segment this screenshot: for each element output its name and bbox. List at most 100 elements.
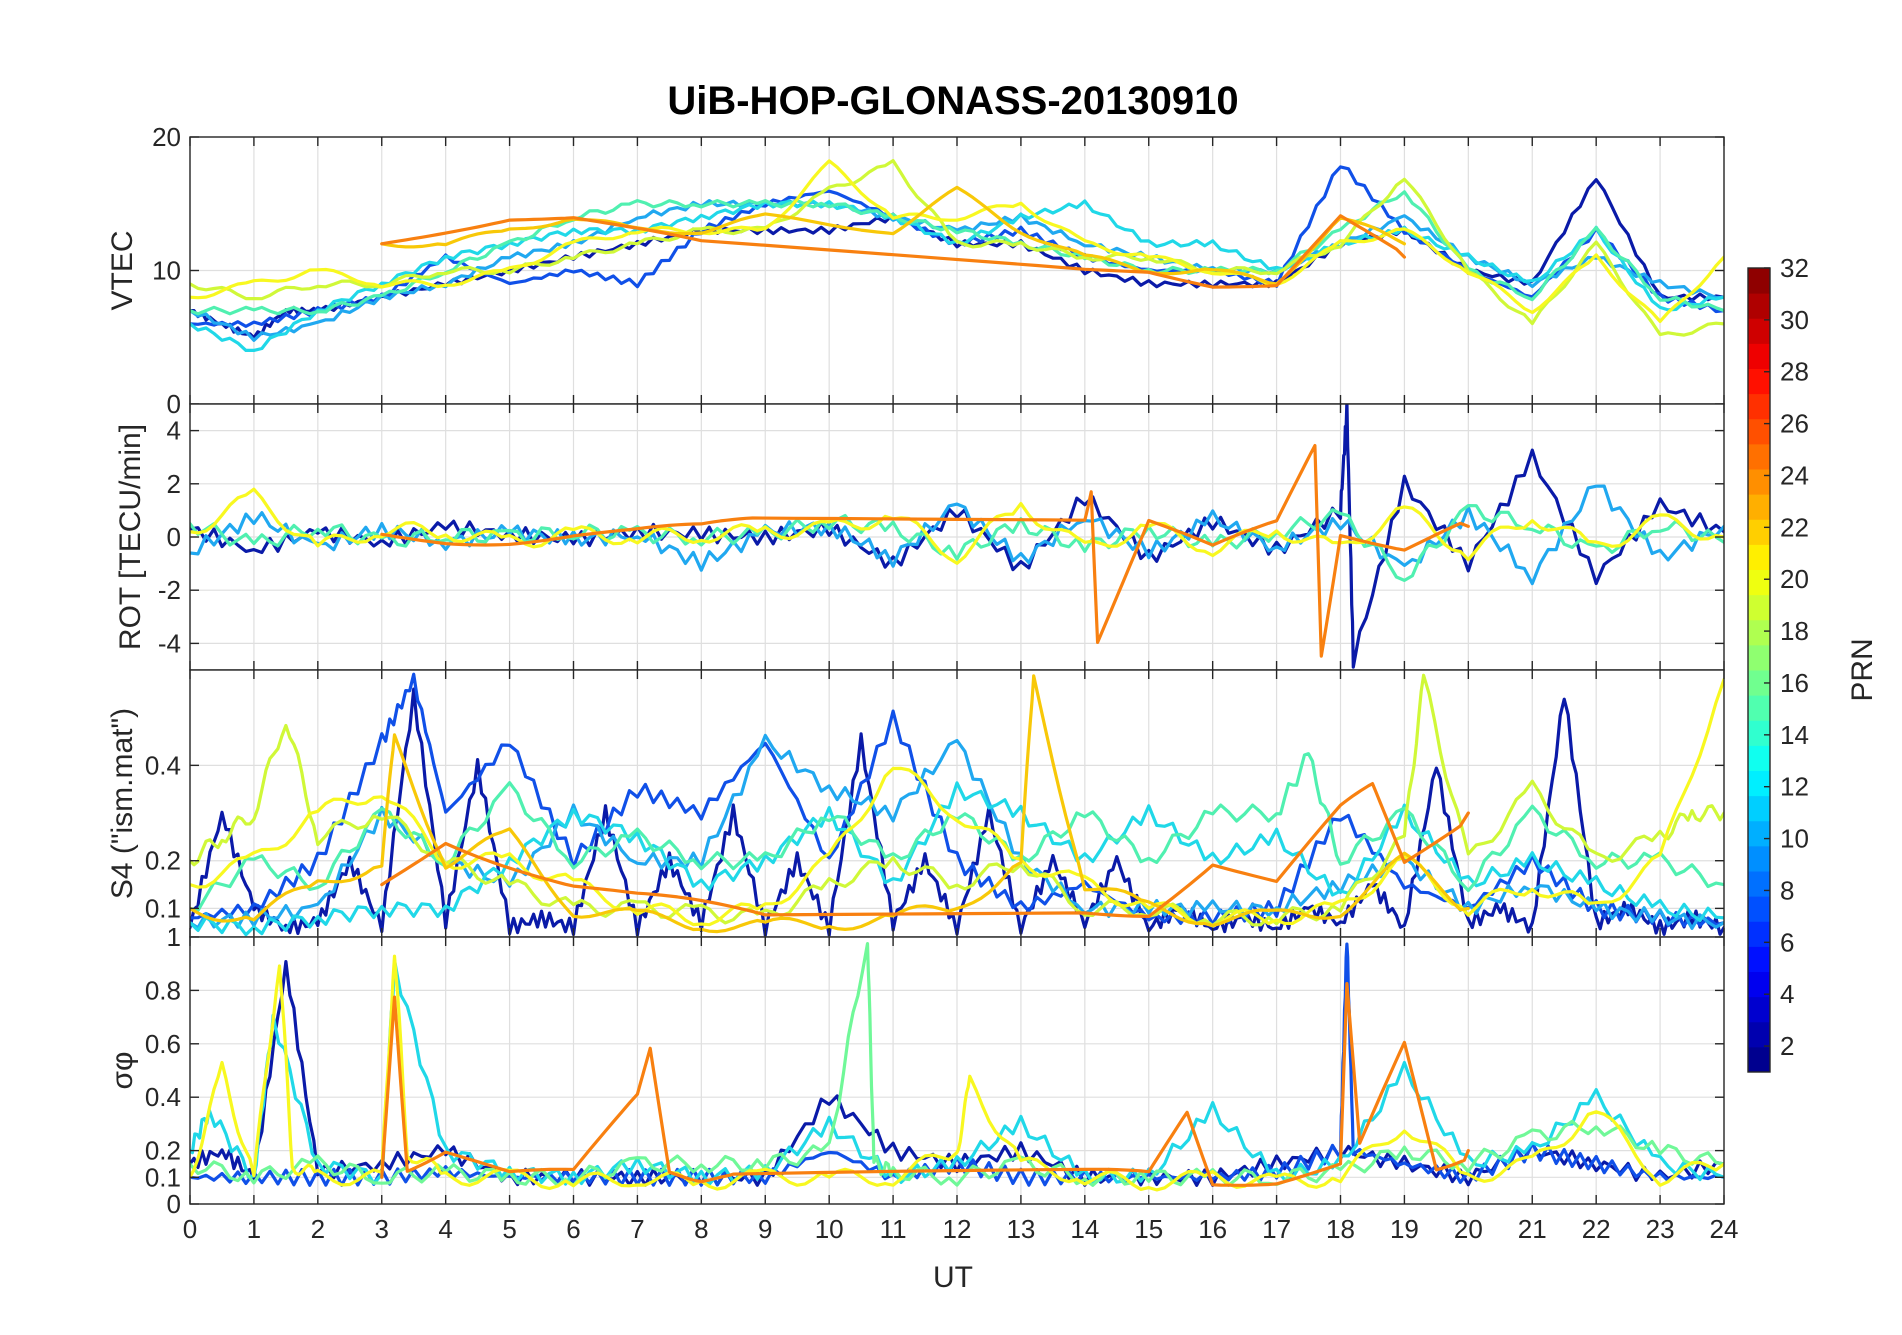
- x-tick-label: 10: [815, 1214, 844, 1244]
- x-tick-label: 18: [1326, 1214, 1355, 1244]
- x-tick-label: 2: [311, 1214, 325, 1244]
- x-tick-label: 15: [1134, 1214, 1163, 1244]
- x-tick-label: 19: [1390, 1214, 1419, 1244]
- series-s4-prn-15: [190, 752, 1724, 913]
- series-group-sigma-phi: [190, 941, 1724, 1192]
- colorbar-segment: [1748, 418, 1770, 445]
- x-tick-label: 17: [1262, 1214, 1291, 1244]
- x-tick-label: 7: [630, 1214, 644, 1244]
- y-tick-label: -2: [158, 575, 181, 605]
- y-tick-label: 0.6: [145, 1029, 181, 1059]
- colorbar-segment: [1748, 871, 1770, 897]
- colorbar-tick-label: 32: [1780, 253, 1809, 283]
- series-s4-prn-12: [190, 781, 1724, 937]
- y-axis-label-vtec: VTEC: [106, 230, 139, 310]
- colorbar-segment: [1748, 594, 1770, 621]
- colorbar-segment: [1748, 770, 1770, 797]
- x-tick-label: 11: [880, 1214, 907, 1244]
- x-tick-label: 6: [566, 1214, 580, 1244]
- x-tick-label: 1: [247, 1214, 261, 1244]
- y-axis-label-rot: ROT [TECU/min]: [114, 424, 147, 650]
- series-sigma-phi-prn-2: [190, 959, 1724, 1187]
- x-tick-label: 12: [943, 1214, 972, 1244]
- series-vtec-prn-24: [380, 214, 1407, 289]
- colorbar-segment: [1748, 971, 1770, 998]
- y-tick-label: 0.2: [145, 846, 181, 876]
- x-tick-label: 9: [758, 1214, 772, 1244]
- colorbar-tick-label: 8: [1780, 875, 1794, 905]
- colorbar-label: PRN: [1846, 638, 1879, 701]
- colorbar-tick-label: 28: [1780, 357, 1809, 387]
- x-tick-label: 21: [1518, 1214, 1547, 1244]
- colorbar-tick-label: 12: [1780, 772, 1809, 802]
- y-tick-label: 0.8: [145, 975, 181, 1005]
- colorbar-segment: [1748, 921, 1770, 947]
- colorbar-tick-label: 2: [1780, 1031, 1794, 1061]
- series-s4-prn-22: [190, 674, 1470, 934]
- colorbar-segment: [1748, 1046, 1770, 1073]
- series-vtec-prn-22: [380, 185, 1407, 286]
- x-tick-label: 20: [1454, 1214, 1483, 1244]
- y-tick-label: 0.1: [145, 1162, 181, 1192]
- x-tick-label: 14: [1070, 1214, 1099, 1244]
- colorbar-segment: [1748, 268, 1770, 294]
- colorbar-tick-label: 14: [1780, 720, 1809, 750]
- colorbar-segment: [1748, 946, 1770, 972]
- x-tick-label: 8: [694, 1214, 708, 1244]
- colorbar-tick-label: 24: [1780, 460, 1809, 490]
- y-tick-label: 2: [167, 469, 181, 499]
- colorbar-segment: [1748, 845, 1770, 872]
- series-group-rot: [190, 404, 1724, 669]
- x-tick-label: 3: [375, 1214, 389, 1244]
- colorbar-tick-label: 16: [1780, 668, 1809, 698]
- colorbar-segment: [1748, 996, 1770, 1023]
- colorbar-segment: [1748, 443, 1770, 470]
- colorbar-tick-label: 4: [1780, 979, 1794, 1009]
- series-sigma-phi-prn-16: [190, 941, 1724, 1187]
- colorbar-segment: [1748, 368, 1770, 395]
- colorbar-tick-label: 26: [1780, 409, 1809, 439]
- x-tick-label: 4: [438, 1214, 452, 1244]
- y-tick-label: 0: [167, 389, 181, 419]
- x-axis-label: UT: [933, 1261, 973, 1294]
- series-rot-prn-15: [190, 504, 1724, 583]
- colorbar-segment: [1748, 619, 1770, 646]
- x-tick-label: 0: [183, 1214, 197, 1244]
- series-sigma-phi-prn-24: [380, 981, 1470, 1187]
- chart-title: UiB-HOP-GLONASS-20130910: [667, 79, 1238, 123]
- series-rot-prn-24: [380, 444, 1470, 658]
- x-tick-label: 24: [1710, 1214, 1739, 1244]
- y-tick-label: 0: [167, 522, 181, 552]
- series-sigma-phi-prn-12: [190, 958, 1724, 1186]
- colorbar-tick-label: 22: [1780, 512, 1809, 542]
- colorbar-segment: [1748, 795, 1770, 822]
- x-tick-label: 5: [502, 1214, 516, 1244]
- colorbar-segment: [1748, 820, 1770, 847]
- y-tick-label: 0: [167, 1189, 181, 1219]
- colorbar-segment: [1748, 1021, 1770, 1048]
- x-tick-label: 22: [1582, 1214, 1611, 1244]
- colorbar-tick-label: 18: [1780, 616, 1809, 646]
- series-sigma-phi-prn-20: [190, 954, 1724, 1192]
- panel-sigma-phi: 00.10.2 0.4 0.6 0.8 1 σφ: [106, 922, 1725, 1219]
- series-group-vtec: [190, 159, 1724, 352]
- colorbar-segment: [1748, 469, 1770, 495]
- colorbar-tick-label: 20: [1780, 564, 1809, 594]
- y-axis-label-s4: S4 ("ism.mat"): [106, 708, 139, 899]
- y-axis-label-sigma-phi: σφ: [106, 1052, 139, 1090]
- y-tick-label: 4: [167, 416, 181, 446]
- y-tick-label: 0.4: [145, 1082, 181, 1112]
- colorbar-segment: [1748, 519, 1770, 545]
- panel-s4: 0.1 0.2 0.4S4 ("ism.mat"): [106, 669, 1725, 938]
- colorbar-segment: [1748, 544, 1770, 570]
- series-s4-prn-24: [380, 781, 1470, 919]
- y-tick-label: 0.4: [145, 750, 181, 780]
- series-rot-prn-20: [190, 487, 1724, 565]
- colorbar-segment: [1748, 745, 1770, 771]
- x-tick-label: 16: [1198, 1214, 1227, 1244]
- y-tick-label: 10: [152, 256, 181, 286]
- colorbar-segment: [1748, 644, 1770, 671]
